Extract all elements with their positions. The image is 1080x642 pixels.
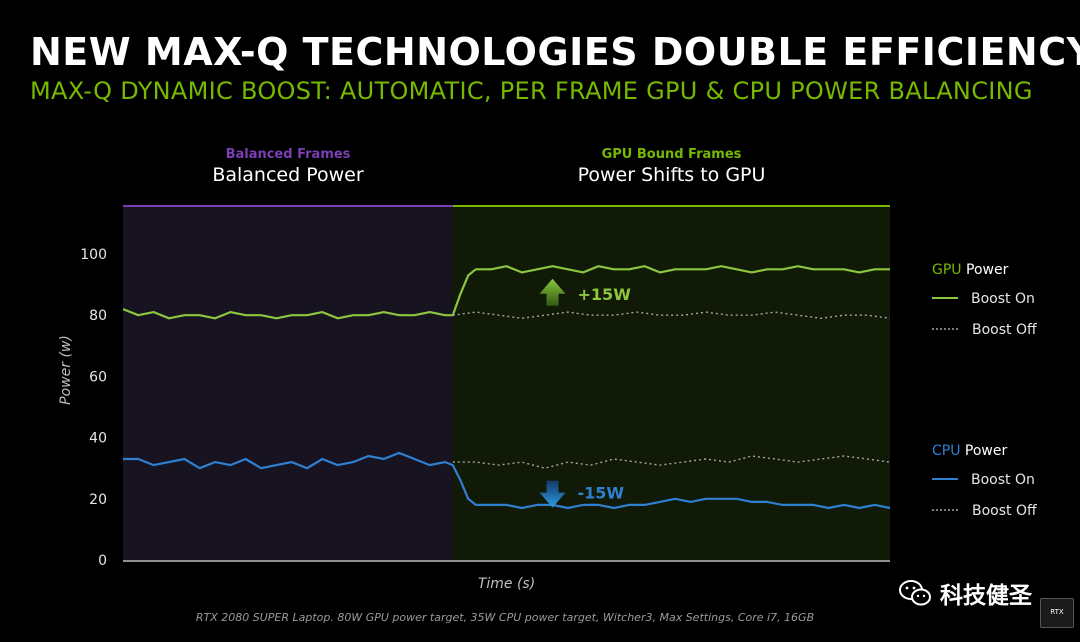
annotation-label: -15W [578,484,625,503]
y-tick-label: 20 [89,492,107,508]
x-axis-label: Time (s) [478,576,535,592]
wechat-icon [899,580,931,606]
legend-cpu: CPU Power Boost On Boost Off [932,443,1037,519]
legend-gpu-off-label: Boost Off [972,322,1037,338]
arrow-down-icon [539,480,566,508]
y-tick-label: 80 [89,308,107,324]
rtx-badge: RTX [1040,598,1074,628]
legend-gpu-on-label: Boost On [971,291,1035,307]
series-line-cpu-power-boost-on [123,451,891,510]
legend-cpu-title: CPU Power [932,443,1007,459]
y-tick-label: 60 [89,369,107,385]
power-shifts-label: Power Shifts to GPU [577,164,766,186]
y-tick-label: 40 [89,431,107,447]
y-tick-label: 0 [98,553,107,569]
slide-subtitle: MAX-Q DYNAMIC BOOST: AUTOMATIC, PER FRAM… [30,77,1033,105]
series-line-gpu-power-boost-off [452,311,891,319]
balanced-frames-label: Balanced Frames [225,147,351,162]
watermark: 科技健圣 [898,576,1032,610]
legend-cpu-on-label: Boost On [971,472,1035,488]
gpu-bound-region-background [452,206,890,560]
gpu-bound-frames-label: GPU Bound Frames [601,147,742,162]
balanced-region-background [123,206,453,560]
legend-cpu-off-label: Boost Off [972,503,1037,519]
y-tick-label: 100 [80,247,107,263]
legend-gpu: GPU Power Boost On Boost Off [932,262,1037,338]
y-axis-label: Power (w) [58,335,74,405]
balanced-power-label: Balanced Power [212,164,364,186]
legend-gpu-title: GPU Power [932,262,1009,278]
series-line-gpu-power-boost-on [122,265,890,320]
annotation-label: +15W [578,285,632,304]
arrow-up-icon [539,278,566,306]
region-head-gpu-bound: GPU Bound Frames Power Shifts to GPU [453,147,890,186]
watermark-text: 科技健圣 [940,583,1032,609]
slide-title: NEW MAX-Q TECHNOLOGIES DOUBLE EFFICIENCY [30,30,1080,74]
footnote: RTX 2080 SUPER Laptop. 80W GPU power tar… [195,611,815,624]
region-head-balanced: Balanced Frames Balanced Power [123,147,453,186]
